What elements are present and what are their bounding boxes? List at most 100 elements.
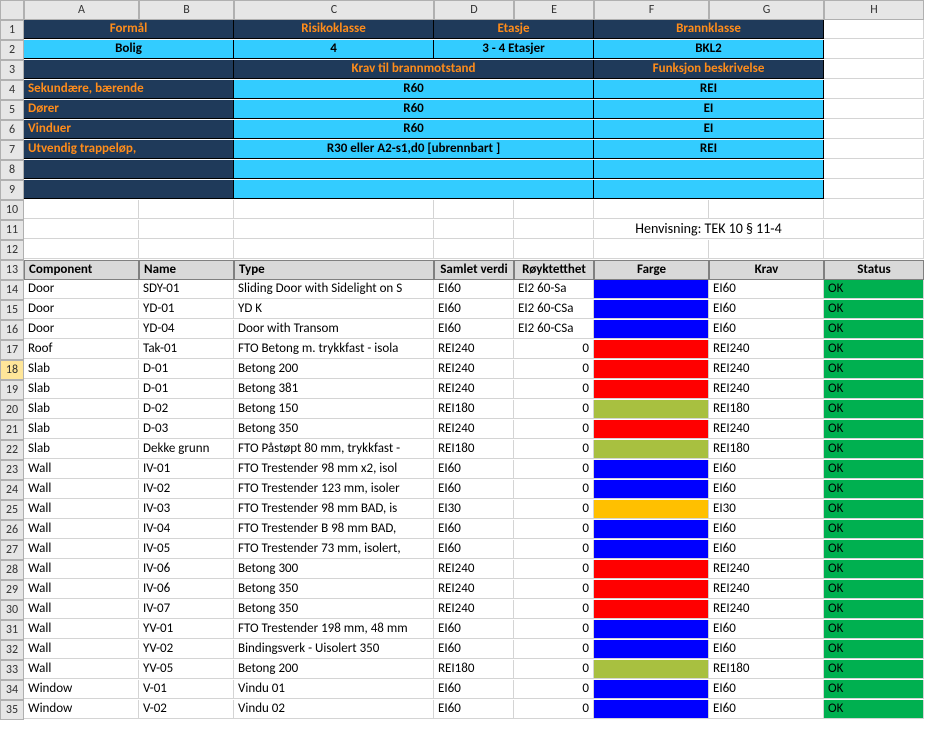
cell-status[interactable]: OK xyxy=(824,380,924,399)
cell-samlet[interactable]: REI240 xyxy=(434,380,514,399)
cell-farge[interactable] xyxy=(594,500,709,519)
cell-royktetthet[interactable]: 0 xyxy=(514,700,594,719)
table-header[interactable]: Farge xyxy=(594,260,709,280)
cell-status[interactable]: OK xyxy=(824,280,924,299)
cell-type[interactable]: Door with Transom xyxy=(234,320,434,339)
cell-samlet[interactable]: EI60 xyxy=(434,700,514,719)
row-header-20[interactable]: 20 xyxy=(0,400,24,420)
cell-type[interactable]: YD K xyxy=(234,300,434,319)
cell-component[interactable]: Window xyxy=(24,700,139,719)
cell-status[interactable]: OK xyxy=(824,460,924,479)
cell-name[interactable]: IV-06 xyxy=(139,560,234,579)
cell-farge[interactable] xyxy=(594,480,709,499)
cell-name[interactable]: Tak-01 xyxy=(139,340,234,359)
table-header[interactable]: Krav xyxy=(709,260,824,280)
cell-farge[interactable] xyxy=(594,600,709,619)
row-header-27[interactable]: 27 xyxy=(0,540,24,560)
cell-blank[interactable] xyxy=(824,220,924,239)
cell-name[interactable]: YD-04 xyxy=(139,320,234,339)
cell-status[interactable]: OK xyxy=(824,600,924,619)
cell-farge[interactable] xyxy=(594,660,709,679)
column-header-D[interactable]: D xyxy=(434,0,514,20)
cell-samlet[interactable]: EI60 xyxy=(434,280,514,299)
cell-farge[interactable] xyxy=(594,520,709,539)
cell-krav[interactable]: REI180 xyxy=(709,440,824,459)
row-header-17[interactable]: 17 xyxy=(0,340,24,360)
cell-status[interactable]: OK xyxy=(824,300,924,319)
cell-krav[interactable]: REI180 xyxy=(709,400,824,419)
cell-status[interactable]: OK xyxy=(824,580,924,599)
cell-royktetthet[interactable]: EI2 60-CSa xyxy=(514,320,594,339)
row-header-11[interactable]: 11 xyxy=(0,220,24,240)
cell-samlet[interactable]: REI180 xyxy=(434,440,514,459)
row-header-6[interactable]: 6 xyxy=(0,120,24,140)
cell-royktetthet[interactable]: 0 xyxy=(514,680,594,699)
cell-name[interactable]: YV-01 xyxy=(139,620,234,639)
cell-name[interactable]: Dekke grunn xyxy=(139,440,234,459)
cell-type[interactable]: Betong 350 xyxy=(234,600,434,619)
cell-royktetthet[interactable]: 0 xyxy=(514,480,594,499)
cell-royktetthet[interactable]: EI2 60-Sa xyxy=(514,280,594,299)
row-header-18[interactable]: 18 xyxy=(0,360,24,380)
row-header-3[interactable]: 3 xyxy=(0,60,24,80)
cell-royktetthet[interactable]: 0 xyxy=(514,440,594,459)
column-header-F[interactable]: F xyxy=(594,0,709,20)
row-header-9[interactable]: 9 xyxy=(0,180,24,200)
cell-blank[interactable] xyxy=(139,220,234,239)
cell-type[interactable]: Betong 381 xyxy=(234,380,434,399)
cell-royktetthet[interactable]: 0 xyxy=(514,360,594,379)
cell-royktetthet[interactable]: 0 xyxy=(514,420,594,439)
cell-component[interactable]: Wall xyxy=(24,560,139,579)
cell-component[interactable]: Roof xyxy=(24,340,139,359)
column-header-A[interactable]: A xyxy=(24,0,139,20)
cell-component[interactable]: Wall xyxy=(24,640,139,659)
cell-status[interactable]: OK xyxy=(824,700,924,719)
cell-farge[interactable] xyxy=(594,700,709,719)
cell-type[interactable]: Betong 350 xyxy=(234,580,434,599)
cell-blank[interactable] xyxy=(434,220,514,239)
cell-type[interactable]: Betong 150 xyxy=(234,400,434,419)
cell-farge[interactable] xyxy=(594,280,709,299)
cell-royktetthet[interactable]: 0 xyxy=(514,640,594,659)
cell-component[interactable]: Slab xyxy=(24,400,139,419)
cell-royktetthet[interactable]: 0 xyxy=(514,520,594,539)
cell-name[interactable]: D-02 xyxy=(139,400,234,419)
cell-component[interactable]: Door xyxy=(24,300,139,319)
cell-royktetthet[interactable]: 0 xyxy=(514,380,594,399)
cell-blank[interactable] xyxy=(594,240,709,259)
cell-royktetthet[interactable]: 0 xyxy=(514,600,594,619)
cell-component[interactable]: Wall xyxy=(24,480,139,499)
cell-type[interactable]: Vindu 02 xyxy=(234,700,434,719)
cell-krav[interactable]: EI60 xyxy=(709,280,824,299)
cell-type[interactable]: FTO Trestender 198 mm, 48 mm xyxy=(234,620,434,639)
cell-status[interactable]: OK xyxy=(824,680,924,699)
cell-krav[interactable]: EI60 xyxy=(709,460,824,479)
cell-farge[interactable] xyxy=(594,380,709,399)
cell-krav[interactable]: EI60 xyxy=(709,520,824,539)
cell-blank[interactable] xyxy=(824,120,924,139)
cell-farge[interactable] xyxy=(594,680,709,699)
cell-component[interactable]: Wall xyxy=(24,620,139,639)
row-header-2[interactable]: 2 xyxy=(0,40,24,60)
cell-name[interactable]: V-01 xyxy=(139,680,234,699)
cell-samlet[interactable]: REI180 xyxy=(434,660,514,679)
row-header-26[interactable]: 26 xyxy=(0,520,24,540)
cell-name[interactable]: IV-04 xyxy=(139,520,234,539)
cell-farge[interactable] xyxy=(594,440,709,459)
spreadsheet-grid[interactable]: ABCDEFGH1FormålRisikoklasseEtasjeBrannkl… xyxy=(0,0,941,720)
cell-component[interactable]: Wall xyxy=(24,660,139,679)
cell-name[interactable]: D-01 xyxy=(139,360,234,379)
row-header-23[interactable]: 23 xyxy=(0,460,24,480)
cell-blank[interactable] xyxy=(824,140,924,159)
cell-type[interactable]: Betong 300 xyxy=(234,560,434,579)
cell-krav[interactable]: EI60 xyxy=(709,700,824,719)
column-header-C[interactable]: C xyxy=(234,0,434,20)
cell-blank[interactable] xyxy=(709,240,824,259)
column-header-B[interactable]: B xyxy=(139,0,234,20)
cell-component[interactable]: Slab xyxy=(24,360,139,379)
row-header-15[interactable]: 15 xyxy=(0,300,24,320)
cell-samlet[interactable]: REI240 xyxy=(434,340,514,359)
row-header-7[interactable]: 7 xyxy=(0,140,24,160)
cell-component[interactable]: Slab xyxy=(24,380,139,399)
cell-blank[interactable] xyxy=(24,200,139,219)
